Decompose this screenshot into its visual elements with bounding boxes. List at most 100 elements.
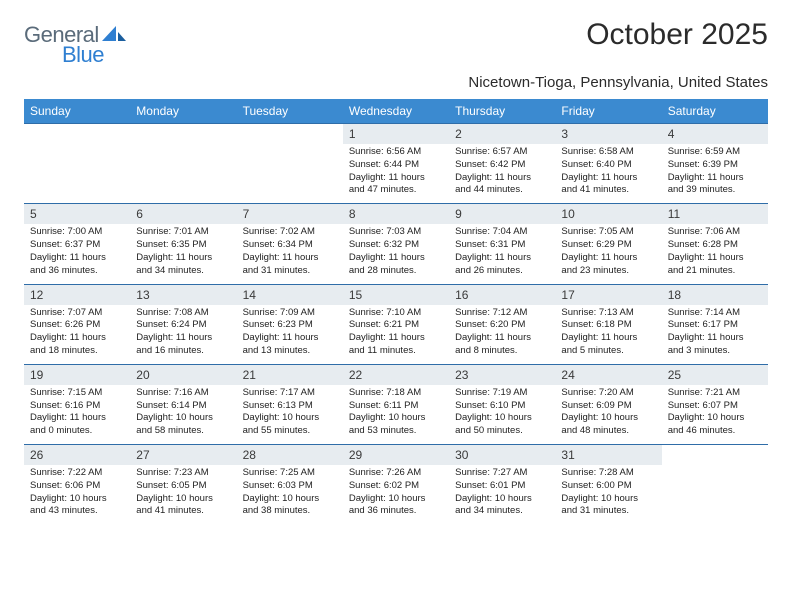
sunrise-text: Sunrise: 7:07 AM [30, 307, 124, 320]
sunset-text: Sunset: 6:07 PM [668, 400, 762, 413]
daylight-text: Daylight: 10 hours [243, 493, 337, 506]
day-detail-cell: Sunrise: 6:58 AMSunset: 6:40 PMDaylight:… [555, 144, 661, 204]
day-number-row: 1234 [24, 124, 768, 145]
sunset-text: Sunset: 6:40 PM [561, 159, 655, 172]
day-detail-cell: Sunrise: 7:22 AMSunset: 6:06 PMDaylight:… [24, 465, 130, 524]
day-of-week-header: Sunday Monday Tuesday Wednesday Thursday… [24, 99, 768, 124]
day-detail-cell: Sunrise: 7:03 AMSunset: 6:32 PMDaylight:… [343, 224, 449, 284]
sunrise-text: Sunrise: 7:03 AM [349, 226, 443, 239]
daylight-text: Daylight: 10 hours [561, 493, 655, 506]
calendar-body: 1234Sunrise: 6:56 AMSunset: 6:44 PMDayli… [24, 124, 768, 525]
daylight-text: Daylight: 11 hours [455, 252, 549, 265]
day-number-cell: 10 [555, 204, 661, 225]
daylight-text: Daylight: 11 hours [668, 172, 762, 185]
day-number-cell: 30 [449, 445, 555, 466]
dow-wednesday: Wednesday [343, 99, 449, 124]
dow-friday: Friday [555, 99, 661, 124]
sunrise-text: Sunrise: 7:23 AM [136, 467, 230, 480]
day-detail-cell: Sunrise: 7:21 AMSunset: 6:07 PMDaylight:… [662, 385, 768, 445]
sunset-text: Sunset: 6:11 PM [349, 400, 443, 413]
day-detail-cell: Sunrise: 7:01 AMSunset: 6:35 PMDaylight:… [130, 224, 236, 284]
title-block: October 2025 [586, 18, 768, 52]
sunrise-text: Sunrise: 7:25 AM [243, 467, 337, 480]
sunrise-text: Sunrise: 7:13 AM [561, 307, 655, 320]
sunset-text: Sunset: 6:00 PM [561, 480, 655, 493]
daylight-text: Daylight: 10 hours [349, 412, 443, 425]
sunset-text: Sunset: 6:24 PM [136, 319, 230, 332]
sunrise-text: Sunrise: 7:10 AM [349, 307, 443, 320]
daylight-text-2: and 41 minutes. [561, 184, 655, 197]
sunset-text: Sunset: 6:06 PM [30, 480, 124, 493]
sunrise-text: Sunrise: 7:17 AM [243, 387, 337, 400]
day-detail-cell: Sunrise: 7:04 AMSunset: 6:31 PMDaylight:… [449, 224, 555, 284]
day-number-cell: 14 [237, 284, 343, 305]
daylight-text-2: and 34 minutes. [136, 265, 230, 278]
daylight-text-2: and 36 minutes. [349, 505, 443, 518]
daylight-text: Daylight: 11 hours [243, 332, 337, 345]
sunrise-text: Sunrise: 7:00 AM [30, 226, 124, 239]
day-detail-cell [237, 144, 343, 204]
day-number-cell [130, 124, 236, 145]
sunrise-text: Sunrise: 7:12 AM [455, 307, 549, 320]
day-detail-cell: Sunrise: 6:56 AMSunset: 6:44 PMDaylight:… [343, 144, 449, 204]
day-number-cell: 13 [130, 284, 236, 305]
sunrise-text: Sunrise: 7:16 AM [136, 387, 230, 400]
day-detail-cell: Sunrise: 7:25 AMSunset: 6:03 PMDaylight:… [237, 465, 343, 524]
daylight-text: Daylight: 11 hours [30, 252, 124, 265]
daylight-text: Daylight: 10 hours [668, 412, 762, 425]
daylight-text-2: and 3 minutes. [668, 345, 762, 358]
dow-saturday: Saturday [662, 99, 768, 124]
sunset-text: Sunset: 6:34 PM [243, 239, 337, 252]
daylight-text: Daylight: 11 hours [349, 332, 443, 345]
day-detail-cell: Sunrise: 7:28 AMSunset: 6:00 PMDaylight:… [555, 465, 661, 524]
day-number-cell [237, 124, 343, 145]
daylight-text-2: and 39 minutes. [668, 184, 762, 197]
daylight-text-2: and 0 minutes. [30, 425, 124, 438]
sunset-text: Sunset: 6:02 PM [349, 480, 443, 493]
calendar-page: General October 2025 Blue Nicetown-Tioga… [0, 0, 792, 542]
sunset-text: Sunset: 6:13 PM [243, 400, 337, 413]
daylight-text: Daylight: 11 hours [136, 252, 230, 265]
day-number-cell: 3 [555, 124, 661, 145]
day-detail-cell: Sunrise: 7:08 AMSunset: 6:24 PMDaylight:… [130, 305, 236, 365]
daylight-text-2: and 13 minutes. [243, 345, 337, 358]
sunrise-text: Sunrise: 7:09 AM [243, 307, 337, 320]
sunrise-text: Sunrise: 7:20 AM [561, 387, 655, 400]
dow-sunday: Sunday [24, 99, 130, 124]
daylight-text-2: and 21 minutes. [668, 265, 762, 278]
day-number-cell [24, 124, 130, 145]
day-number-cell: 4 [662, 124, 768, 145]
daylight-text: Daylight: 11 hours [30, 412, 124, 425]
daylight-text-2: and 8 minutes. [455, 345, 549, 358]
day-detail-cell: Sunrise: 7:02 AMSunset: 6:34 PMDaylight:… [237, 224, 343, 284]
day-detail-cell: Sunrise: 7:16 AMSunset: 6:14 PMDaylight:… [130, 385, 236, 445]
day-detail-cell: Sunrise: 7:17 AMSunset: 6:13 PMDaylight:… [237, 385, 343, 445]
day-number-cell: 26 [24, 445, 130, 466]
sunrise-text: Sunrise: 7:15 AM [30, 387, 124, 400]
sunrise-text: Sunrise: 6:58 AM [561, 146, 655, 159]
day-number-cell: 22 [343, 364, 449, 385]
daylight-text-2: and 28 minutes. [349, 265, 443, 278]
day-detail-cell: Sunrise: 7:23 AMSunset: 6:05 PMDaylight:… [130, 465, 236, 524]
daylight-text-2: and 36 minutes. [30, 265, 124, 278]
day-detail-cell: Sunrise: 7:26 AMSunset: 6:02 PMDaylight:… [343, 465, 449, 524]
day-detail-cell: Sunrise: 6:59 AMSunset: 6:39 PMDaylight:… [662, 144, 768, 204]
sunset-text: Sunset: 6:20 PM [455, 319, 549, 332]
location-text: Nicetown-Tioga, Pennsylvania, United Sta… [24, 74, 768, 91]
day-number-cell: 25 [662, 364, 768, 385]
logo-sail-icon [102, 23, 128, 48]
sunset-text: Sunset: 6:10 PM [455, 400, 549, 413]
day-number-cell: 27 [130, 445, 236, 466]
daylight-text: Daylight: 11 hours [30, 332, 124, 345]
day-number-cell: 11 [662, 204, 768, 225]
daylight-text-2: and 38 minutes. [243, 505, 337, 518]
sunset-text: Sunset: 6:14 PM [136, 400, 230, 413]
sunrise-text: Sunrise: 7:06 AM [668, 226, 762, 239]
daylight-text-2: and 31 minutes. [243, 265, 337, 278]
dow-tuesday: Tuesday [237, 99, 343, 124]
daylight-text: Daylight: 10 hours [561, 412, 655, 425]
day-detail-cell: Sunrise: 7:27 AMSunset: 6:01 PMDaylight:… [449, 465, 555, 524]
day-detail-row: Sunrise: 7:07 AMSunset: 6:26 PMDaylight:… [24, 305, 768, 365]
daylight-text: Daylight: 10 hours [243, 412, 337, 425]
sunrise-text: Sunrise: 7:18 AM [349, 387, 443, 400]
